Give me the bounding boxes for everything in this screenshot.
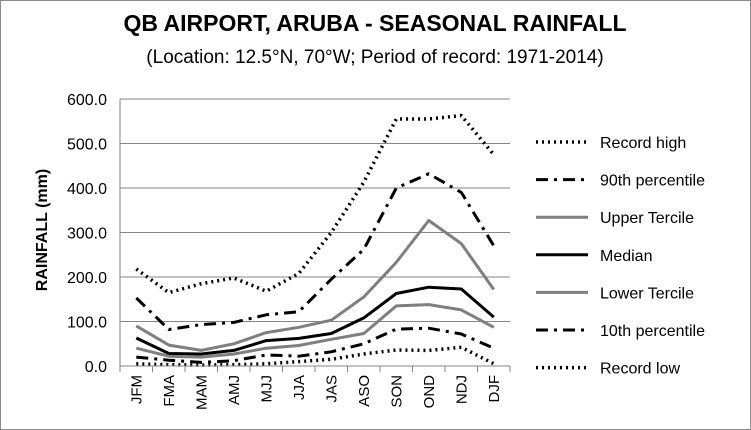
y-tick-label: 600.0 (67, 92, 107, 109)
legend-label-record-high: Record high (600, 135, 686, 152)
x-tick-label: MJJ (258, 375, 275, 403)
chart-subtitle: (Location: 12.5°N, 70°W; Period of recor… (146, 47, 603, 68)
legend-label-90th-percentile: 90th percentile (600, 173, 705, 190)
axes: 0.0 100.0 200.0 300.0 400.0 500.0 600.0 JFM FMA M… (67, 92, 511, 410)
x-tick-label: JJA (291, 375, 308, 400)
series-line-record-high (135, 113, 496, 295)
legend-label-upper-tercile: Upper Tercile (600, 210, 694, 227)
gridlines (120, 98, 510, 322)
x-tick-label: SON (388, 375, 405, 408)
series-line-10th-percentile (136, 326, 495, 364)
y-axis-label: RAINFALL (mm) (34, 169, 51, 291)
y-tick-label: 400.0 (67, 181, 107, 198)
y-tick-label: 300.0 (67, 226, 107, 243)
legend: Record high 90th percentile Upper Tercile M… (536, 135, 705, 378)
x-tick-label: ASO (356, 375, 373, 407)
x-tick-label: NDJ (453, 375, 470, 404)
chart-title: QB AIRPORT, ARUBA - SEASONAL RAINFALL (123, 10, 626, 36)
legend-label-record-low: Record low (600, 361, 680, 378)
legend-label-lower-tercile: Lower Tercile (600, 285, 694, 302)
series-line-90th-percentile (135, 172, 496, 331)
x-tick-label: FMA (161, 375, 178, 407)
legend-label-median: Median (600, 248, 652, 265)
series-lines (135, 113, 496, 367)
series-line-upper-tercile (135, 219, 496, 352)
series-line-lower-tercile (135, 303, 495, 359)
series-line-median (135, 285, 495, 356)
x-tick-label: MAM (193, 375, 210, 410)
y-tick-label: 200.0 (67, 270, 107, 287)
legend-label-10th-percentile: 10th percentile (600, 323, 705, 340)
x-tick-label: JAS (323, 375, 340, 403)
x-tick-label: DJF (486, 375, 503, 403)
y-tick-label: 500.0 (67, 137, 107, 154)
x-tick-label: AMJ (226, 375, 243, 405)
x-tick-label: OND (421, 375, 438, 409)
y-tick-label: 0.0 (85, 359, 107, 376)
y-tick-label: 100.0 (67, 315, 107, 332)
x-tick-label: JFM (128, 375, 145, 404)
